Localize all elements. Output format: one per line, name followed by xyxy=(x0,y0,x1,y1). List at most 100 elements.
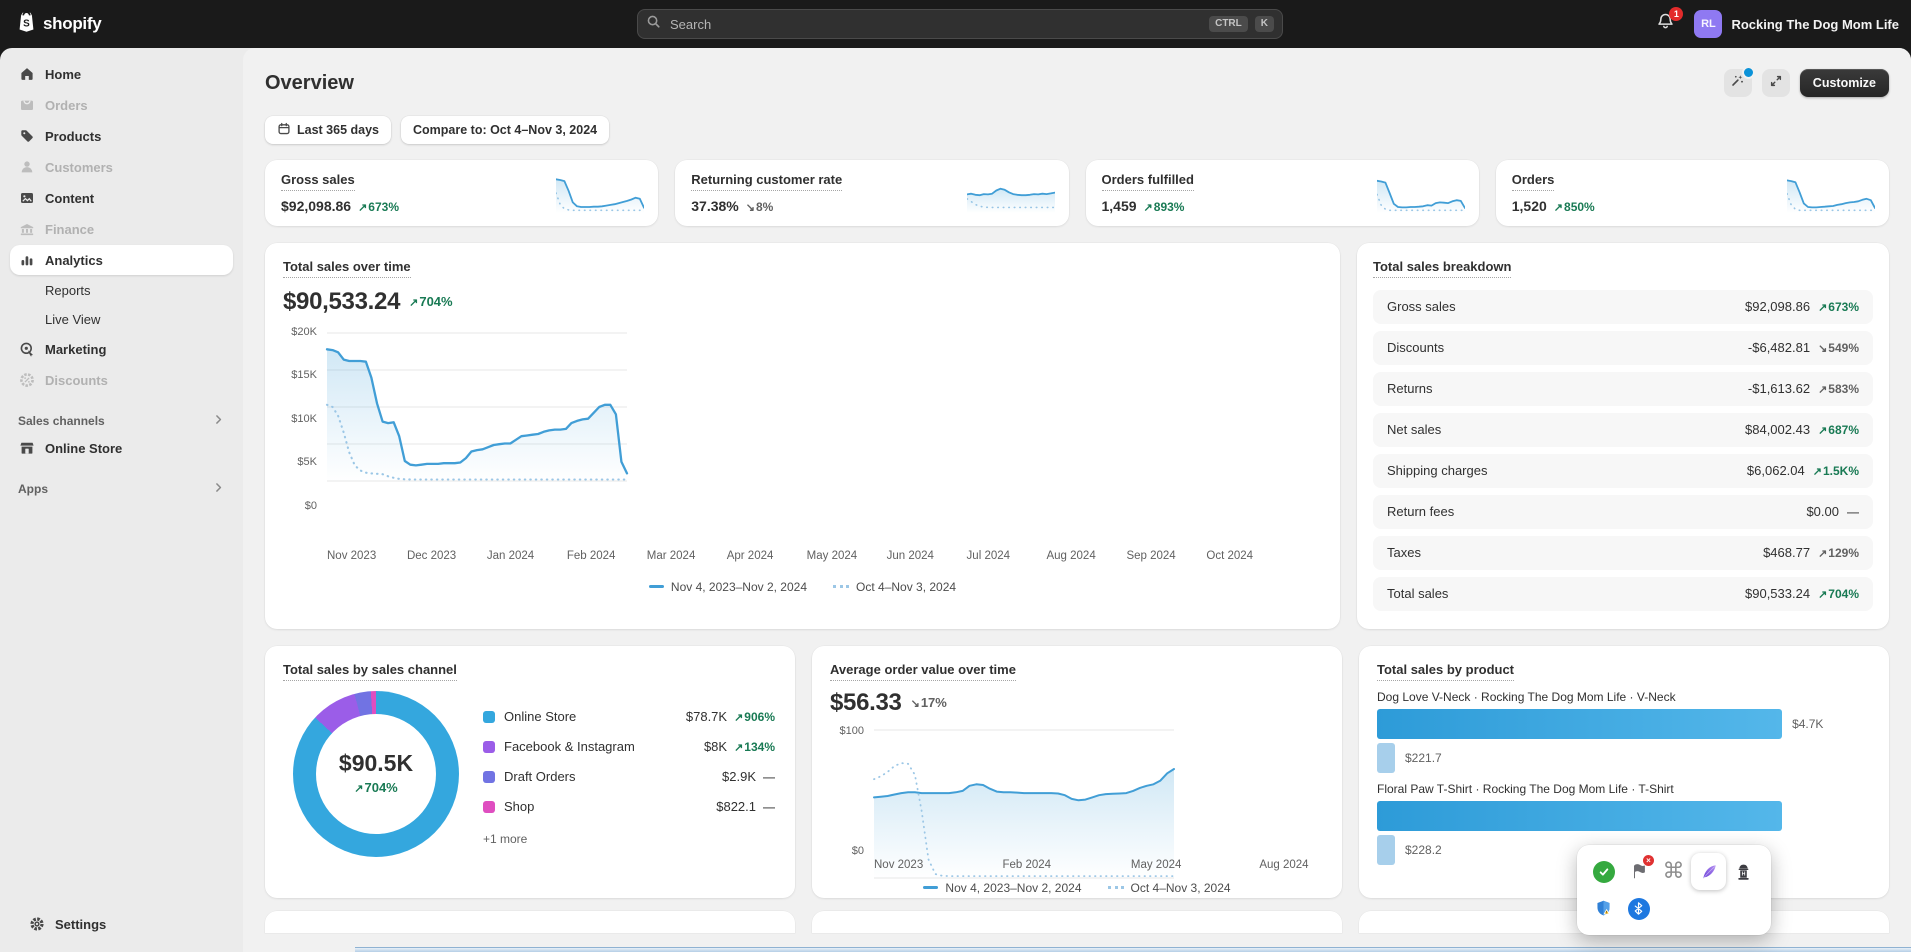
channel-value: $78.7K xyxy=(686,709,727,724)
sidebar-item-online-store[interactable]: Online Store xyxy=(10,433,233,463)
account-menu[interactable]: RL Rocking The Dog Mom Life xyxy=(1694,10,1899,38)
breakdown-row-shipping-charges: Shipping charges $6,062.04 ↗1.5K% xyxy=(1373,454,1873,488)
sparkline-chart xyxy=(1787,173,1875,213)
stat-card-title[interactable]: Orders fulfilled xyxy=(1102,172,1194,191)
stat-card-orders: Orders 1,520 ↗850% xyxy=(1496,160,1889,226)
stat-card-value: 1,520 xyxy=(1512,198,1547,214)
approve-check-icon[interactable] xyxy=(1586,853,1621,890)
command-icon[interactable]: ⌘ xyxy=(1656,853,1691,890)
arrow-up-icon: ↗ xyxy=(1813,466,1822,478)
product-compare-bar xyxy=(1377,743,1395,773)
stat-card-title[interactable]: Orders xyxy=(1512,172,1555,191)
aov-chart: $100$0 xyxy=(830,727,1324,855)
compare-button[interactable]: Compare to: Oct 4–Nov 3, 2024 xyxy=(401,116,609,144)
arrow-up-icon: ↗ xyxy=(734,712,743,724)
average-order-value-card: Average order value over time $56.33 ↘17… xyxy=(812,646,1342,898)
sales-by-product-title[interactable]: Total sales by product xyxy=(1377,662,1514,681)
total-sales-over-time-card: Total sales over time $90,533.24 ↗704% $… xyxy=(265,243,1340,629)
total-sales-over-time-title[interactable]: Total sales over time xyxy=(283,259,411,278)
breakdown-row-net-sales: Net sales $84,002.43 ↗687% xyxy=(1373,413,1873,447)
sidebar-item-orders[interactable]: Orders xyxy=(10,90,233,120)
dotted-line-swatch xyxy=(1108,886,1124,889)
main-panel: Overview Customize xyxy=(243,48,1911,952)
average-order-value-title[interactable]: Average order value over time xyxy=(830,662,1016,681)
shopify-bag-icon: S xyxy=(16,10,37,38)
chevron-right-icon xyxy=(212,413,225,429)
change-badge: ↗906% xyxy=(734,710,775,724)
x-axis-label: Nov 2023 xyxy=(327,550,376,562)
sidebar-item-settings[interactable]: Settings xyxy=(20,909,223,939)
arrow-up-icon: ↗ xyxy=(1554,202,1563,214)
store-name: Rocking The Dog Mom Life xyxy=(1731,17,1899,32)
shopify-logo-text: shopify xyxy=(43,14,101,34)
more-channels-link[interactable]: +1 more xyxy=(483,832,775,846)
sidebar-item-content[interactable]: Content xyxy=(10,183,233,213)
sales-by-channel-title[interactable]: Total sales by sales channel xyxy=(283,662,457,681)
breakdown-value: $6,062.04 xyxy=(1747,463,1805,478)
sidebar-item-home[interactable]: Home xyxy=(10,59,233,89)
arrow-up-icon: ↗ xyxy=(1144,202,1153,214)
sidebar-item-finance[interactable]: Finance xyxy=(10,214,233,244)
hydrant-icon[interactable]: H xyxy=(1726,853,1761,890)
products-icon xyxy=(18,128,35,145)
product-label: Floral Paw T-Shirt · Rocking The Dog Mom… xyxy=(1377,782,1871,796)
breakdown-value: $84,002.43 xyxy=(1745,422,1810,437)
x-axis-label: Jul 2024 xyxy=(967,550,1010,562)
channel-row-shop: Shop $822.1 — xyxy=(483,792,775,822)
total-sales-breakdown-card: Total sales breakdown Gross sales $92,09… xyxy=(1357,243,1889,629)
shortcut-k-key: K xyxy=(1255,16,1274,32)
stat-card-title[interactable]: Returning customer rate xyxy=(691,172,842,191)
customize-button[interactable]: Customize xyxy=(1800,69,1889,97)
channel-row-facebook-instagram: Facebook & Instagram $8K ↗134% xyxy=(483,732,775,762)
stat-card-title[interactable]: Gross sales xyxy=(281,172,355,191)
sidebar-item-customers[interactable]: Customers xyxy=(10,152,233,182)
x-axis-label: Jan 2024 xyxy=(487,550,534,562)
change-badge: — xyxy=(763,800,775,814)
sidebar-item-label: Analytics xyxy=(45,253,103,268)
insights-button[interactable] xyxy=(1724,69,1752,97)
notification-count-badge: 1 xyxy=(1669,7,1683,21)
change-badge: — xyxy=(1847,505,1859,519)
sales-channels-header[interactable]: Sales channels xyxy=(18,413,225,429)
breakdown-value: $92,098.86 xyxy=(1745,299,1810,314)
svg-text:H: H xyxy=(1742,871,1746,877)
breakdown-row-discounts: Discounts -$6,482.81 ↘549% xyxy=(1373,331,1873,365)
breakdown-value: $468.77 xyxy=(1763,545,1810,560)
x-axis-label: Sep 2024 xyxy=(1126,550,1175,562)
sidebar-item-reports[interactable]: Reports xyxy=(10,276,233,304)
sidebar-item-marketing[interactable]: Marketing xyxy=(10,334,233,364)
arrow-up-icon: ↗ xyxy=(354,783,363,795)
donut-total: $90.5K xyxy=(339,750,413,777)
sidebar-item-products[interactable]: Products xyxy=(10,121,233,151)
chart-legend: Nov 4, 2023–Nov 2, 2024 Oct 4–Nov 3, 202… xyxy=(830,881,1324,895)
svg-text:S: S xyxy=(23,19,30,30)
bluetooth-icon[interactable] xyxy=(1621,890,1656,927)
expand-button[interactable] xyxy=(1762,69,1790,97)
new-indicator-dot xyxy=(1742,66,1755,79)
arrow-down-icon: ↘ xyxy=(1818,343,1827,355)
sparkline-chart xyxy=(967,173,1055,213)
breakdown-row-gross-sales: Gross sales $92,098.86 ↗673% xyxy=(1373,290,1873,324)
arrow-up-icon: ↗ xyxy=(1818,302,1827,314)
sidebar-item-discounts[interactable]: Discounts xyxy=(10,365,233,395)
shopify-logo[interactable]: S shopify xyxy=(16,10,101,38)
notifications-button[interactable]: 1 xyxy=(1650,9,1680,39)
y-axis-label: $0 xyxy=(830,845,864,857)
date-range-button[interactable]: Last 365 days xyxy=(265,116,391,144)
global-search[interactable]: CTRL K xyxy=(637,9,1283,39)
content-icon xyxy=(18,190,35,207)
channel-row-draft-orders: Draft Orders $2.9K — xyxy=(483,762,775,792)
flag-off-icon[interactable]: × xyxy=(1621,853,1656,890)
product-compare-value: $228.2 xyxy=(1405,843,1442,857)
shield-warning-icon[interactable]: ! xyxy=(1586,890,1621,927)
sidebar-item-live-view[interactable]: Live View xyxy=(10,305,233,333)
sidebar-item-analytics[interactable]: Analytics xyxy=(10,245,233,275)
breakdown-value: -$1,613.62 xyxy=(1748,381,1810,396)
feather-icon[interactable] xyxy=(1691,853,1726,890)
apps-header[interactable]: Apps xyxy=(18,481,225,497)
x-axis-label: Mar 2024 xyxy=(647,550,696,562)
arrow-up-icon: ↗ xyxy=(409,297,418,309)
search-input[interactable] xyxy=(668,16,1202,33)
total-sales-breakdown-title[interactable]: Total sales breakdown xyxy=(1373,259,1511,278)
stat-card-value: 37.38% xyxy=(691,198,738,214)
